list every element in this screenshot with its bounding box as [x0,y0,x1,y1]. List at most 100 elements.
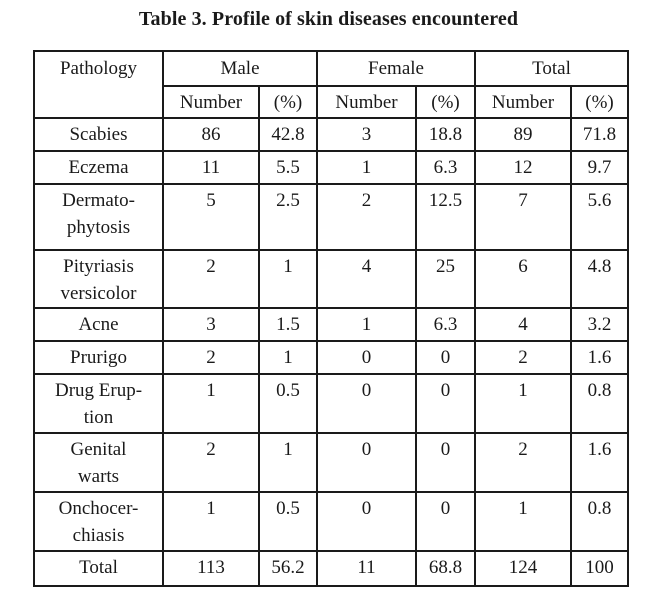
female-percent-cell: 0 [415,432,477,493]
header-total-number: Number [474,85,573,119]
pathology-label-line: chiasis [72,525,125,546]
total-number-cell: 12 [474,150,573,185]
total-number-cell: 124 [474,550,573,587]
header-group-female: Female [316,50,477,87]
total-percent-cell: 1.6 [570,340,630,375]
pathology-label-line: Scabies [69,124,128,145]
male-percent-cell: 5.5 [257,150,319,185]
female-number-cell: 1 [316,150,418,185]
header-female-number: Number [316,85,418,119]
pathology-label-line: warts [77,466,120,487]
table-row: Acne 3 1.5 1 6.3 4 3.2 [33,307,630,342]
male-percent-cell: 0.5 [257,491,319,552]
total-number-cell: 2 [474,432,573,493]
header-male-percent: (%) [257,85,319,119]
pathology-label-line: tion [83,407,114,428]
female-number-cell: 3 [316,117,418,152]
total-number-cell: 1 [474,373,573,434]
pathology-label-line: Eczema [68,157,129,178]
pathology-cell: Eczema [33,150,164,185]
total-number-cell: 6 [474,249,573,309]
total-percent-cell: 0.8 [570,491,630,552]
pathology-label-line: Prurigo [70,347,127,368]
female-percent-cell: 12.5 [415,183,477,251]
male-percent-cell: 1 [257,432,319,493]
pathology-cell: Scabies [33,117,164,152]
female-number-cell: 11 [316,550,418,587]
total-number-cell: 4 [474,307,573,342]
header-male-number: Number [162,85,260,119]
female-number-cell: 4 [316,249,418,309]
female-number-cell: 0 [316,432,418,493]
male-number-cell: 5 [162,183,260,251]
total-percent-cell: 0.8 [570,373,630,434]
table-row: Eczema 11 5.5 1 6.3 12 9.7 [33,150,630,185]
pathology-cell: Genital warts [33,432,164,493]
pathology-cell: Prurigo [33,340,164,375]
table-row: Genital warts 2 1 0 0 2 1.6 [33,432,630,493]
male-percent-cell: 1.5 [257,307,319,342]
male-percent-cell: 56.2 [257,550,319,587]
male-number-cell: 2 [162,249,260,309]
female-percent-cell: 0 [415,491,477,552]
pathology-cell: Acne [33,307,164,342]
pathology-cell: Drug Erup-tion [33,373,164,434]
total-percent-cell: 5.6 [570,183,630,251]
male-percent-cell: 1 [257,249,319,309]
table-row: Prurigo 2 1 0 0 2 1.6 [33,340,630,375]
total-number-cell: 7 [474,183,573,251]
table-row: Scabies 86 42.8 3 18.8 89 71.8 [33,117,630,152]
header-total-percent: (%) [570,85,630,119]
male-number-cell: 2 [162,340,260,375]
male-number-cell: 3 [162,307,260,342]
total-percent-cell: 4.8 [570,249,630,309]
female-percent-cell: 68.8 [415,550,477,587]
pathology-cell: Dermato-phytosis [33,183,164,251]
male-percent-cell: 2.5 [257,183,319,251]
table-row: Drug Erup-tion 1 0.5 0 0 1 0.8 [33,373,630,434]
female-percent-cell: 6.3 [415,307,477,342]
table-caption: Table 3. Profile of skin diseases encoun… [138,8,519,30]
total-percent-cell: 100 [570,550,630,587]
female-number-cell: 0 [316,340,418,375]
total-percent-cell: 1.6 [570,432,630,493]
female-number-cell: 0 [316,373,418,434]
male-number-cell: 1 [162,373,260,434]
pathology-label-line: versicolor [60,283,137,304]
skin-disease-table: Pathology Male Female Total Number (%) N… [33,50,630,587]
header-group-total: Total [474,50,630,87]
male-percent-cell: 42.8 [257,117,319,152]
pathology-cell: Total [33,550,164,587]
total-percent-cell: 3.2 [570,307,630,342]
pathology-cell: Pityriasis versicolor [33,249,164,309]
pathology-label-line: Onchocer- [58,498,139,519]
female-percent-cell: 6.3 [415,150,477,185]
pathology-label-line: Pityriasis [63,256,134,277]
table-row: Total 113 56.2 11 68.8 124 100 [33,550,630,587]
male-number-cell: 2 [162,432,260,493]
pathology-label-line: Dermato- [62,190,135,211]
female-percent-cell: 18.8 [415,117,477,152]
header-group-male: Male [161,50,319,87]
male-percent-cell: 1 [257,340,319,375]
pathology-label-line: Total [79,557,118,578]
male-number-cell: 11 [162,150,260,185]
total-number-cell: 2 [474,340,573,375]
male-percent-cell: 0.5 [257,373,319,434]
female-number-cell: 0 [316,491,418,552]
female-percent-cell: 0 [415,373,477,434]
total-percent-cell: 9.7 [570,150,630,185]
pathology-label-line: Drug Erup- [54,380,143,401]
female-percent-cell: 25 [415,249,477,309]
female-number-cell: 1 [316,307,418,342]
table-row: Pityriasis versicolor 2 1 4 25 6 4.8 [33,249,630,309]
header-pathology: Pathology [33,50,164,119]
pathology-label-line: Genital [70,439,127,460]
pathology-label-line: Acne [78,314,119,335]
table-row: Dermato-phytosis 5 2.5 2 12.5 7 5.6 [33,183,630,251]
total-number-cell: 1 [474,491,573,552]
pathology-label-line: phytosis [66,217,131,238]
header-female-percent: (%) [415,85,477,119]
total-number-cell: 89 [474,117,573,152]
table-row: Onchocer-chiasis 1 0.5 0 0 1 0.8 [33,491,630,552]
